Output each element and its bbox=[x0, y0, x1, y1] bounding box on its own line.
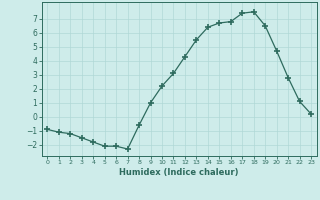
X-axis label: Humidex (Indice chaleur): Humidex (Indice chaleur) bbox=[119, 168, 239, 177]
